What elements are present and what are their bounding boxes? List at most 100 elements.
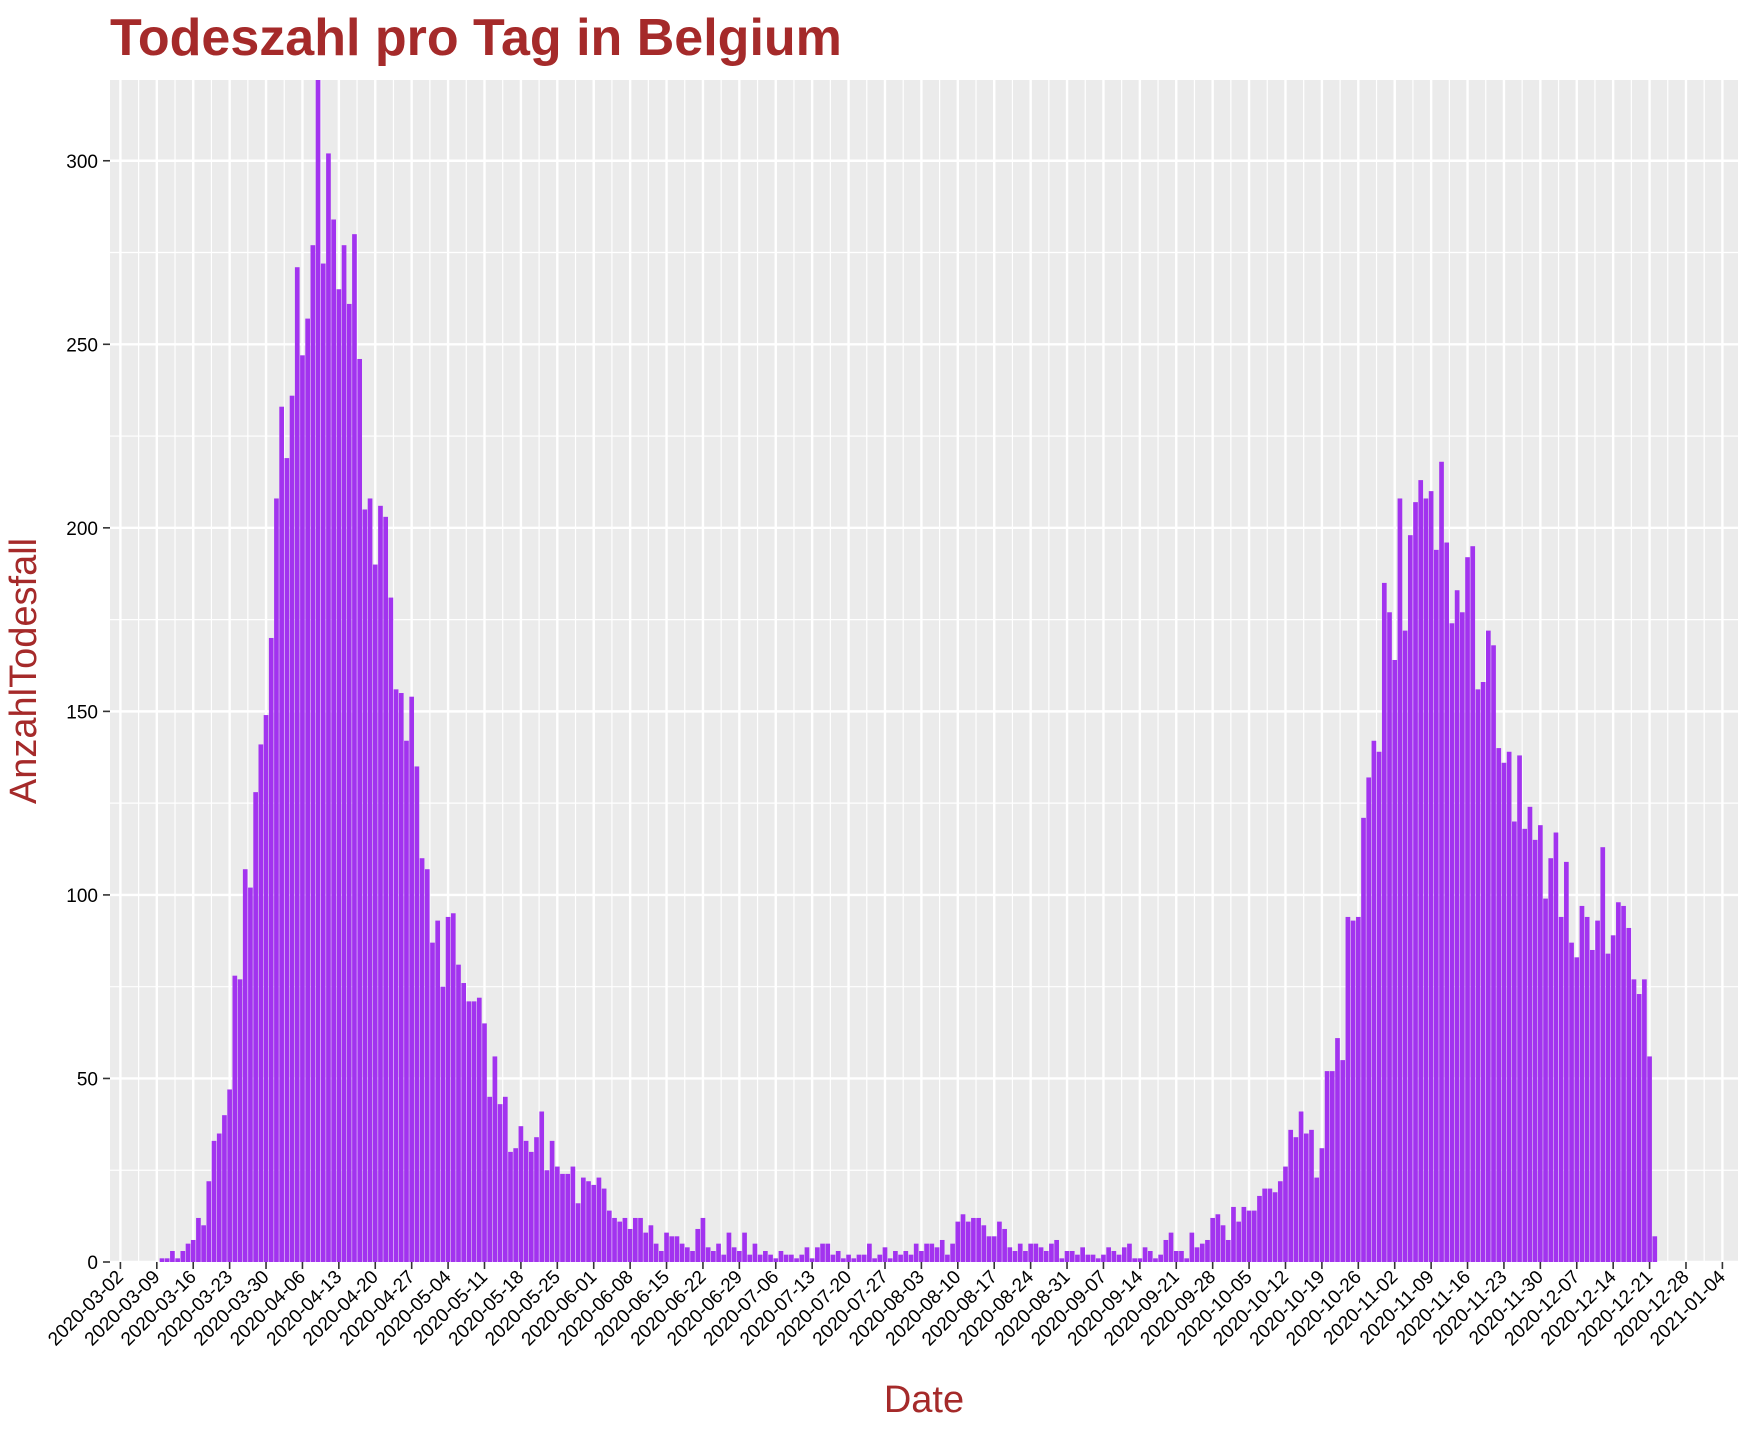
bar: [1366, 777, 1372, 1262]
y-axis-label: AnzahlTodesfall: [3, 538, 45, 804]
bar: [679, 1243, 685, 1262]
bar: [534, 1137, 539, 1262]
bar: [242, 869, 248, 1262]
bar: [1590, 949, 1595, 1262]
bar: [1080, 1247, 1085, 1262]
chart-title: Todeszahl pro Tag in Belgium: [110, 9, 842, 67]
bar: [1538, 825, 1543, 1262]
bar: [211, 1140, 217, 1262]
bar: [1329, 1071, 1335, 1262]
bar: [1293, 1137, 1299, 1262]
bar: [1085, 1254, 1091, 1262]
bar: [450, 913, 456, 1262]
bar: [1231, 1206, 1236, 1262]
bar: [1319, 1148, 1325, 1262]
bar: [1168, 1232, 1174, 1262]
bar: [263, 715, 269, 1262]
y-tick-label: 200: [66, 519, 98, 540]
bar: [981, 1225, 987, 1262]
bar: [1397, 498, 1403, 1263]
bar: [1610, 935, 1616, 1262]
bar: [971, 1217, 976, 1262]
bar: [1075, 1254, 1080, 1262]
bar: [185, 1243, 191, 1262]
bar: [170, 1250, 175, 1262]
bar: [383, 516, 389, 1262]
bar: [1605, 953, 1611, 1262]
bar: [1210, 1217, 1216, 1262]
minor-gridlines: [110, 80, 1738, 1262]
bar: [1215, 1214, 1221, 1262]
bar: [1184, 1258, 1189, 1262]
bar: [227, 1089, 232, 1262]
bar: [903, 1250, 909, 1262]
bar: [1142, 1247, 1148, 1262]
bar: [1116, 1254, 1122, 1262]
bar: [1517, 755, 1522, 1262]
bar: [643, 1232, 649, 1262]
bar: [1225, 1239, 1231, 1262]
y-tick-label: 50: [77, 1069, 98, 1090]
bar: [908, 1254, 914, 1262]
bar: [513, 1148, 519, 1262]
bar: [1340, 1060, 1346, 1262]
y-tick-label: 300: [66, 152, 98, 173]
bar: [1194, 1247, 1200, 1262]
bar: [414, 766, 420, 1262]
bar: [939, 1239, 945, 1262]
bar: [1153, 1258, 1158, 1262]
bar: [1475, 689, 1481, 1262]
bar: [586, 1181, 591, 1262]
bar: [310, 245, 316, 1262]
bar: [1355, 916, 1361, 1262]
bar: [716, 1243, 721, 1262]
bar: [617, 1221, 623, 1262]
bar: [1283, 1166, 1288, 1262]
bar: [445, 916, 451, 1262]
bar: [367, 498, 373, 1263]
bar: [1324, 1071, 1330, 1262]
bar: [591, 1184, 597, 1262]
bar: [1007, 1247, 1013, 1262]
bar: [1423, 498, 1429, 1263]
bar: [1179, 1250, 1184, 1262]
bar: [1522, 828, 1528, 1262]
bar: [206, 1181, 212, 1262]
bar: [742, 1232, 747, 1262]
bar: [820, 1243, 825, 1262]
bar: [1600, 847, 1606, 1262]
bar: [1543, 898, 1548, 1262]
bar: [1381, 582, 1387, 1262]
bar: [596, 1177, 602, 1262]
bar: [1251, 1210, 1257, 1262]
bar: [632, 1217, 638, 1262]
bar: [835, 1250, 841, 1262]
bar: [809, 1258, 815, 1262]
bar: [1449, 623, 1455, 1262]
x-axis-label: Date: [884, 1379, 964, 1421]
bar: [919, 1250, 924, 1262]
bar: [284, 458, 290, 1263]
bar: [872, 1258, 877, 1262]
bar: [1470, 546, 1476, 1262]
bar: [1345, 916, 1351, 1262]
bar: [1558, 916, 1564, 1262]
bar: [711, 1250, 716, 1262]
bar: [721, 1254, 727, 1262]
bar: [705, 1247, 711, 1262]
bar: [341, 245, 347, 1262]
bar: [1350, 920, 1356, 1262]
bar: [159, 1258, 165, 1262]
bar: [1121, 1247, 1127, 1262]
bar: [1553, 832, 1559, 1262]
bar: [731, 1247, 737, 1262]
bar: [1049, 1243, 1054, 1262]
bar: [331, 219, 336, 1263]
bar: [190, 1239, 196, 1262]
bar: [435, 920, 441, 1262]
bar: [1407, 535, 1413, 1262]
bar: [1392, 659, 1398, 1262]
bar: [1428, 491, 1434, 1262]
bar: [1267, 1188, 1273, 1262]
bar: [778, 1250, 784, 1262]
